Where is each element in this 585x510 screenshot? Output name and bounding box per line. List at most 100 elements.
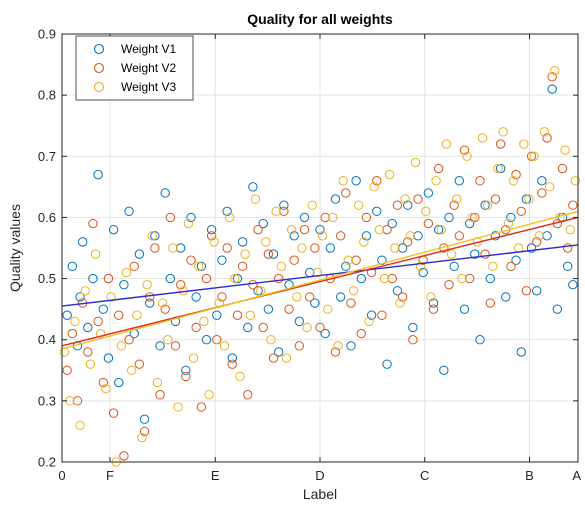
data-point-weight-v2 [274,273,284,284]
data-point-weight-v2 [258,322,268,333]
data-point-weight-v1 [268,249,279,259]
data-point-weight-v1 [217,255,227,265]
data-point-weight-v2 [196,402,207,412]
data-point-weight-v1 [454,176,465,186]
legend-marker [93,81,105,93]
data-point-weight-v3 [379,273,390,284]
data-point-weight-v1 [175,243,186,253]
data-point-weight-v2 [506,261,516,272]
data-point-weight-v2 [433,163,444,174]
data-point-weight-v2 [201,273,212,284]
data-point-weight-v2 [160,304,170,314]
data-point-weight-v1 [310,298,320,308]
data-point-weight-v3 [441,139,452,149]
data-point-weight-v1 [356,273,366,284]
data-point-weight-v1 [341,261,351,272]
data-point-weight-v3 [369,182,379,192]
data-point-weight-v3 [152,377,163,388]
data-point-weight-v1 [165,273,176,284]
data-point-weight-v1 [263,304,274,314]
data-point-weight-v1 [552,304,563,314]
data-point-weight-v1 [516,347,526,357]
data-point-weight-v3 [565,224,575,235]
data-point-weight-v3 [219,341,230,351]
data-point-weight-v1 [237,237,248,247]
legend-label: Weight V2 [121,61,176,75]
x-tick-label: C [420,468,429,483]
x-tick-label: D [315,468,324,483]
data-point-weight-v1 [506,212,516,223]
data-point-weight-v3 [80,286,90,296]
data-point-weight-v1 [449,261,459,272]
data-point-weight-v2 [392,200,403,210]
data-point-weight-v1 [335,292,346,302]
data-point-weight-v2 [129,261,139,272]
data-point-weight-v2 [346,298,356,308]
data-point-weight-v3 [173,402,183,412]
data-point-weight-v1 [294,316,305,327]
data-point-weight-v1 [201,335,212,345]
data-point-weight-v2 [294,341,305,351]
data-point-weight-v3 [183,218,194,229]
data-point-weight-v3 [539,127,550,137]
data-point-weight-v1 [253,286,263,296]
data-point-weight-v1 [124,206,134,217]
legend-marker [93,43,105,55]
data-point-weight-v2 [315,322,325,333]
data-point-weight-v3 [163,335,173,345]
data-point-weight-v2 [490,194,501,204]
data-point-weight-v2 [341,188,351,198]
x-axis-ticks: 0 F E D C B A [58,34,581,483]
data-point-weight-v1 [93,169,103,180]
legend-label: Weight V3 [121,80,176,94]
data-point-weight-v2 [248,279,258,290]
x-axis-label: Label [303,486,337,502]
data-point-weight-v2 [464,273,475,284]
data-point-weight-v2 [387,273,397,284]
data-point-weight-v3 [384,169,395,180]
data-point-weight-v1 [75,292,85,302]
data-point-weight-v3 [96,328,106,339]
y-tick-label: 0.3 [38,393,56,408]
data-point-weight-v2 [568,200,578,210]
data-point-weight-v2 [537,188,547,198]
data-point-weight-v3 [281,353,292,363]
data-point-weight-v1 [526,243,537,253]
data-point-weight-v2 [98,377,108,388]
data-point-weight-v2 [382,224,392,235]
data-point-weight-v1 [119,279,129,290]
data-point-weight-v3 [307,200,317,210]
data-point-weight-v1 [206,224,217,235]
data-point-weight-v1 [413,231,423,241]
data-point-weight-v1 [511,255,521,265]
data-point-weight-v3 [116,341,127,351]
data-point-weight-v2 [186,255,196,265]
data-point-weight-v3 [550,65,560,76]
data-point-weight-v2 [413,194,423,204]
data-point-weight-v2 [88,218,98,229]
data-point-weight-v3 [405,231,415,241]
data-point-weight-v1 [160,188,170,198]
data-point-weight-v1 [274,347,284,357]
data-point-weight-v1 [222,206,232,217]
data-point-weight-v2 [284,304,294,314]
data-point-weight-v2 [403,237,413,247]
data-point-weight-v2 [237,261,248,272]
data-point-weight-v3 [276,261,286,272]
data-point-weight-v1 [444,212,454,223]
data-point-weight-v1 [423,188,434,198]
data-point-weight-v2 [454,231,465,241]
data-point-weight-v3 [240,249,250,259]
data-point-weight-v2 [103,273,114,284]
data-point-weight-v3 [101,383,111,394]
data-point-weight-v2 [526,151,537,161]
data-point-weight-v3 [75,420,85,431]
data-point-weight-v2 [170,341,181,351]
data-point-weight-v2 [320,212,330,223]
data-point-weight-v2 [351,255,361,265]
data-point-weight-v3 [348,286,359,296]
data-point-weight-v2 [191,322,201,333]
data-point-weight-v1 [397,243,408,253]
data-point-weight-v3 [137,432,147,443]
